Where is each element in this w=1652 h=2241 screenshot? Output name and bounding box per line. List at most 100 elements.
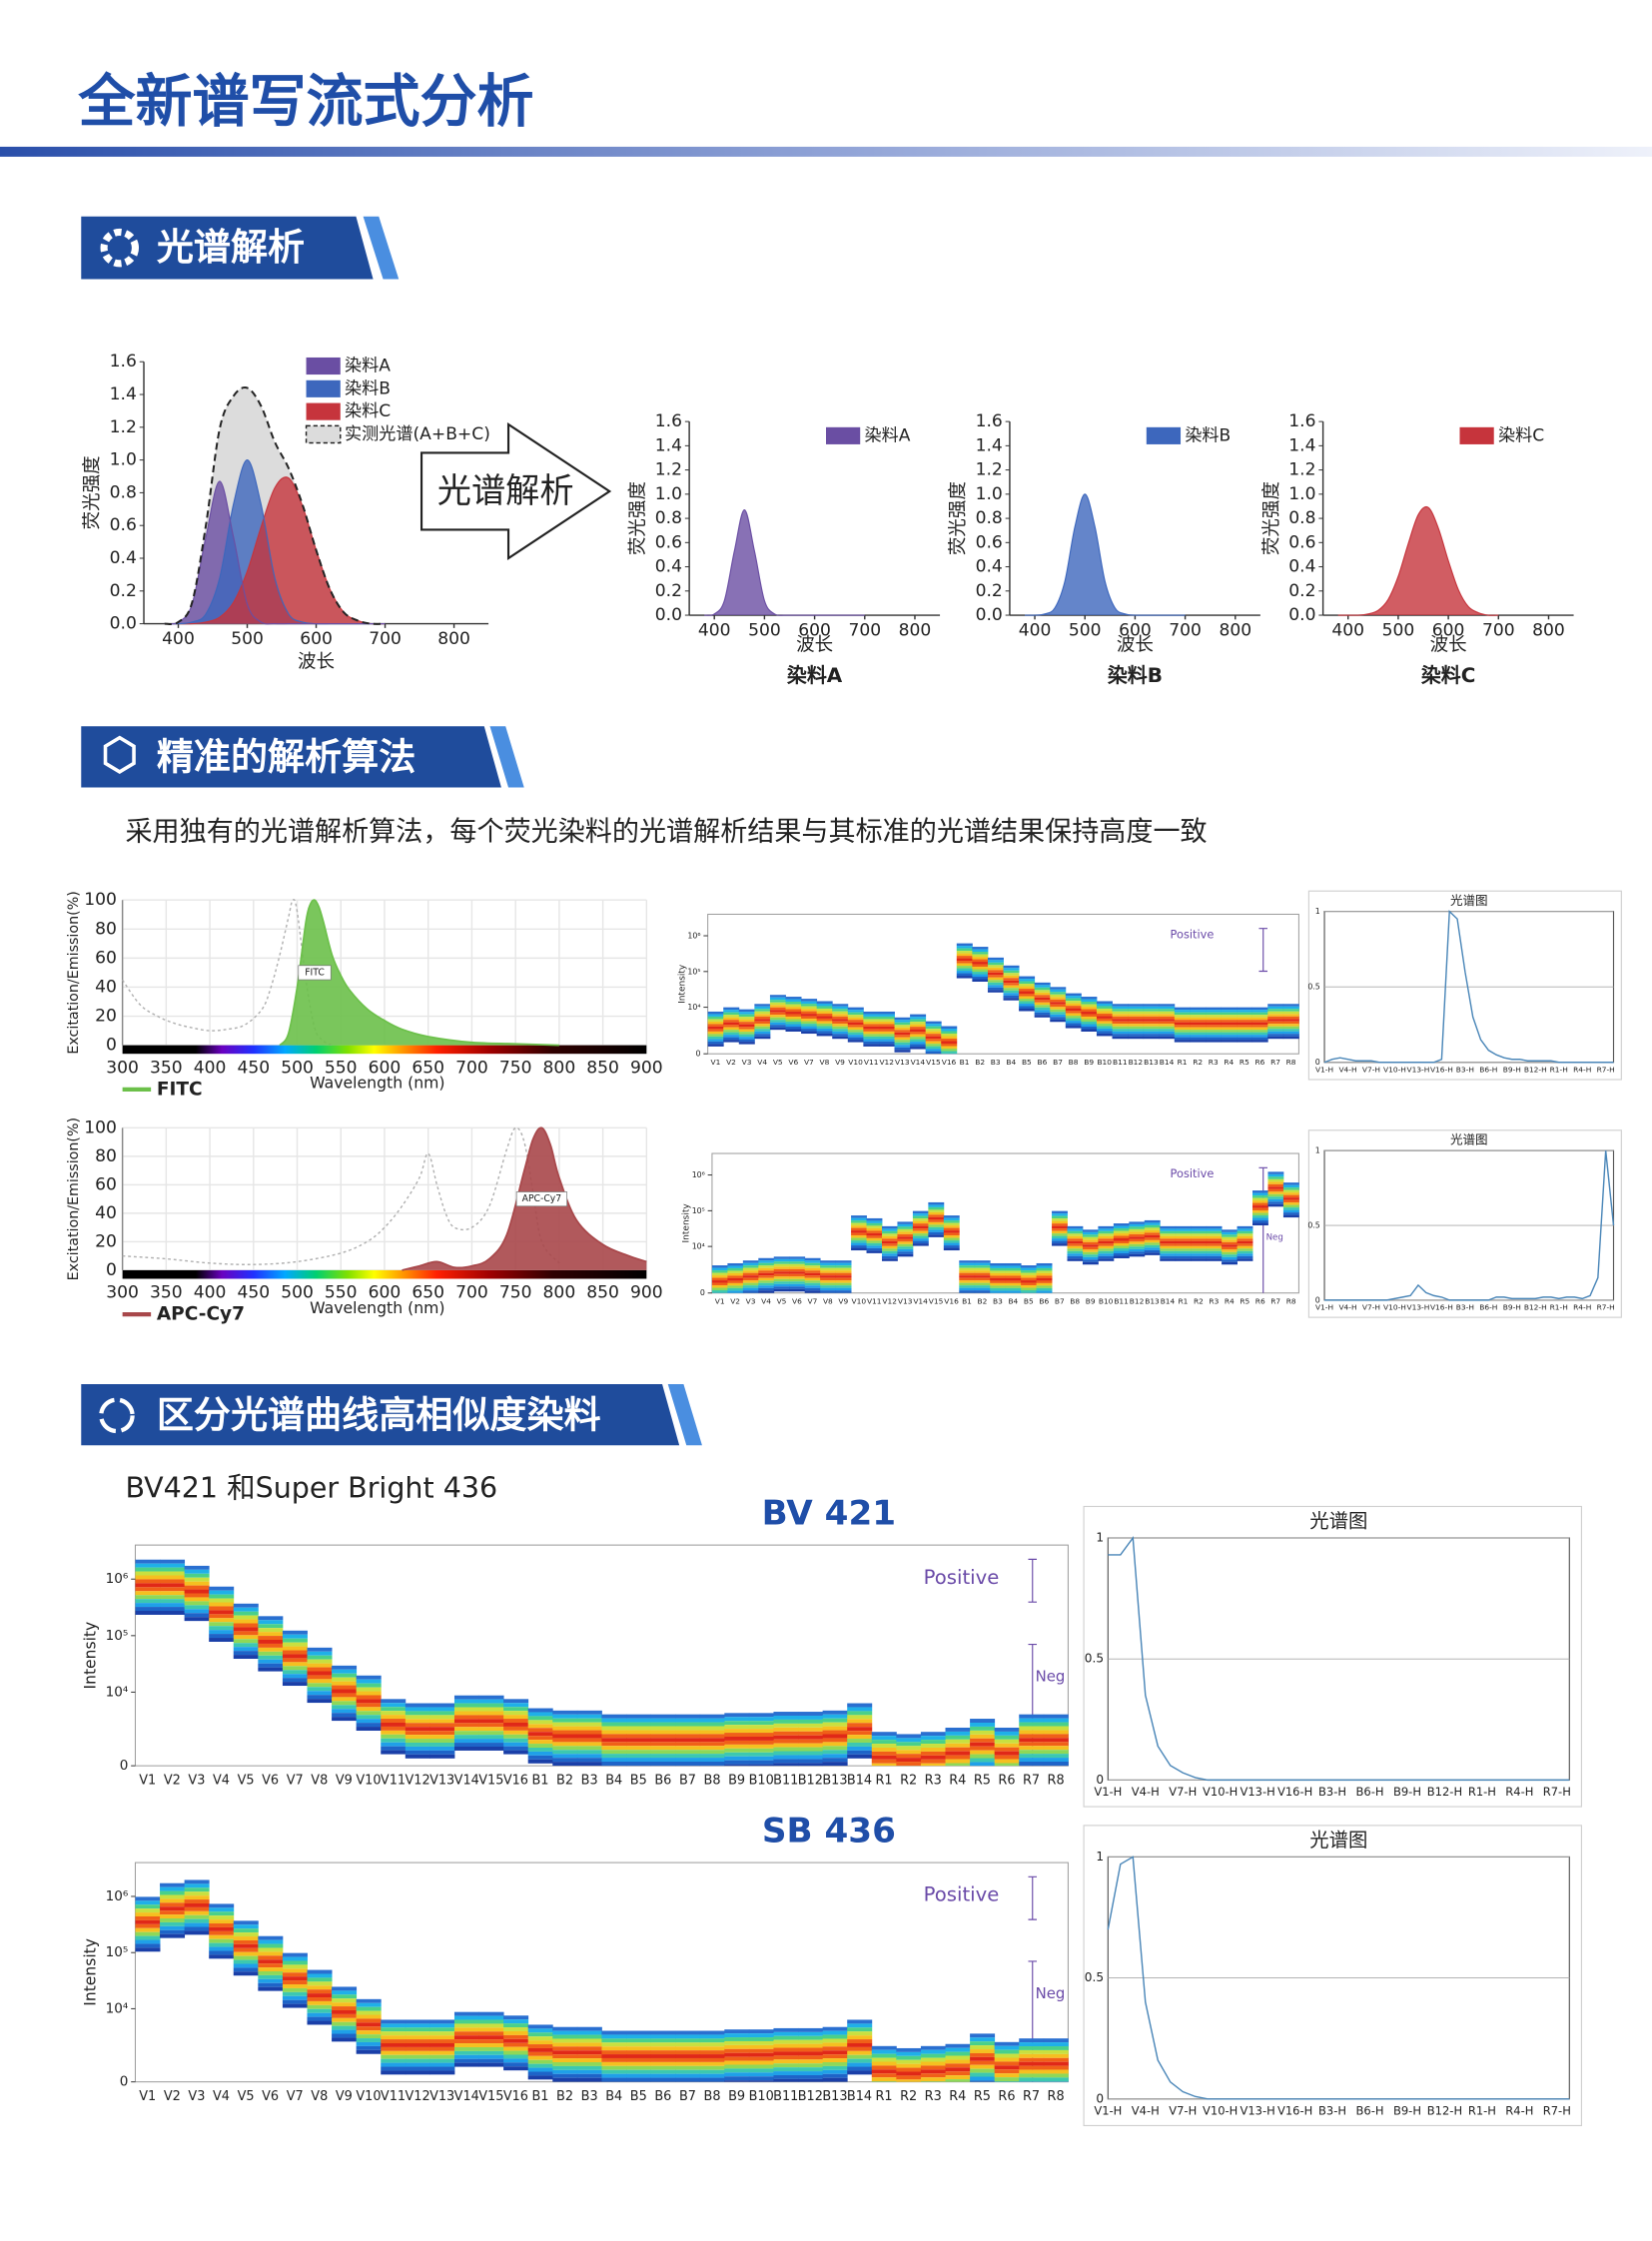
heat-cell: [650, 2065, 676, 2070]
heat-cell: [773, 2035, 799, 2040]
heat-cell: [258, 1971, 284, 1975]
heat-cell: [307, 1683, 333, 1688]
heat-cell: [758, 1280, 775, 1283]
x-tick-label: 450: [237, 1058, 270, 1078]
x-tick-label: B6-H: [1356, 2103, 1384, 2117]
heat-column: [925, 1021, 942, 1055]
y-tick-label: 0.6: [1288, 532, 1315, 552]
heat-cell: [1112, 1021, 1129, 1025]
heat-cell: [1052, 1238, 1068, 1241]
heat-cell: [945, 1759, 971, 1764]
heat-cell: [835, 1287, 852, 1291]
heat-cell: [1096, 1023, 1113, 1027]
heat-cell: [748, 1733, 774, 1737]
heat-cell: [135, 1603, 161, 1608]
heat-cell: [626, 2054, 652, 2058]
heat-cell: [1065, 1001, 1082, 1004]
heat-cell: [945, 1743, 971, 1748]
heat-cell: [453, 2043, 479, 2047]
heat-cell: [974, 1272, 991, 1276]
x-tick-label: 600: [1432, 620, 1465, 640]
heat-cell: [209, 1586, 235, 1591]
heat-cell: [1174, 1032, 1191, 1036]
y-tick-label: 1: [1096, 1530, 1104, 1544]
heat-cell: [724, 2064, 750, 2069]
heat-cell: [650, 1714, 676, 1719]
heat-cell: [233, 1627, 259, 1632]
heat-cell: [307, 1691, 333, 1696]
heat-cell: [552, 2046, 578, 2051]
heat-cell: [381, 1699, 407, 1704]
heat-cell: [1129, 1228, 1146, 1232]
heat-cell: [381, 2058, 407, 2063]
heat-cell: [381, 1738, 407, 1743]
series-line: [1337, 505, 1499, 616]
heat-cell: [1005, 1282, 1022, 1286]
heat-cell: [282, 1642, 308, 1647]
heat-cell: [1160, 1235, 1177, 1239]
heat-cell: [820, 1272, 837, 1276]
heat-cell: [233, 1963, 259, 1968]
heat-cell: [943, 1240, 960, 1243]
heat-cell: [209, 1919, 235, 1924]
heat-column: [724, 1713, 750, 1767]
heat-cell: [994, 1763, 1020, 1767]
heat-cell: [282, 1984, 308, 1988]
heat-cell: [1036, 1290, 1053, 1293]
heat-cell: [798, 2059, 824, 2064]
heat-cell: [1112, 1014, 1129, 1017]
heat-cell: [453, 2054, 479, 2059]
heat-cell: [429, 1746, 455, 1751]
heat-cell: [866, 1217, 883, 1221]
heat-cell: [1175, 1253, 1192, 1256]
heat-cell: [773, 1763, 799, 1767]
heat-cell: [429, 2046, 455, 2051]
heat-cell: [650, 2050, 676, 2055]
heat-cell: [974, 1285, 991, 1288]
heat-cell: [956, 961, 973, 964]
heat-cell: [959, 1280, 976, 1283]
heat-cell: [527, 1759, 553, 1764]
heat-cell: [1237, 1253, 1253, 1256]
heat-cell: [847, 2046, 873, 2051]
heat-cell: [1159, 1036, 1176, 1040]
y-tick-label: 0.6: [976, 532, 1003, 552]
x-tick-label: B12-H: [1427, 2103, 1462, 2117]
heat-cell: [160, 1607, 186, 1612]
heat-cell: [832, 1031, 849, 1035]
heat-cell: [258, 1986, 284, 1991]
heat-cell: [773, 1278, 790, 1282]
heat-cell: [626, 2077, 652, 2082]
x-tick-label: R7: [1023, 2089, 1040, 2104]
heat-cell: [970, 1734, 996, 1739]
heat-column: [994, 1727, 1020, 1767]
x-tick-label: R4-H: [1573, 1303, 1591, 1312]
heat-cell: [233, 1651, 259, 1656]
section-heading: 精准的解析算法: [157, 736, 415, 779]
heat-cell: [847, 2039, 873, 2043]
heat-cell: [478, 1707, 504, 1712]
heat-cell: [1282, 1026, 1299, 1030]
x-tick-label: 700: [848, 620, 881, 640]
heat-cell: [1098, 1240, 1115, 1244]
heat-cell: [1098, 1248, 1115, 1251]
x-tick-label: R1: [876, 2089, 893, 2104]
heat-cell: [1267, 1011, 1284, 1015]
x-tick-label: R7-H: [1597, 1303, 1615, 1312]
heat-cell: [920, 2045, 946, 2050]
heat-cell: [832, 1029, 849, 1032]
heat-cell: [727, 1270, 744, 1273]
heat-cell: [650, 1758, 676, 1763]
heat-cell: [959, 1265, 976, 1268]
x-tick-label: V2: [730, 1296, 740, 1305]
heat-cell: [925, 1024, 942, 1027]
heat-cell: [974, 1260, 991, 1263]
heat-cell: [429, 1723, 455, 1728]
x-tick-label: R4: [949, 2089, 966, 2104]
x-tick-label: B12: [798, 1774, 823, 1789]
heat-cell: [1251, 1020, 1268, 1023]
x-tick-label: V13-H: [1407, 1303, 1430, 1312]
heat-cell: [822, 2054, 848, 2059]
heat-cell: [1282, 1004, 1299, 1007]
heat-cell: [863, 1011, 880, 1015]
